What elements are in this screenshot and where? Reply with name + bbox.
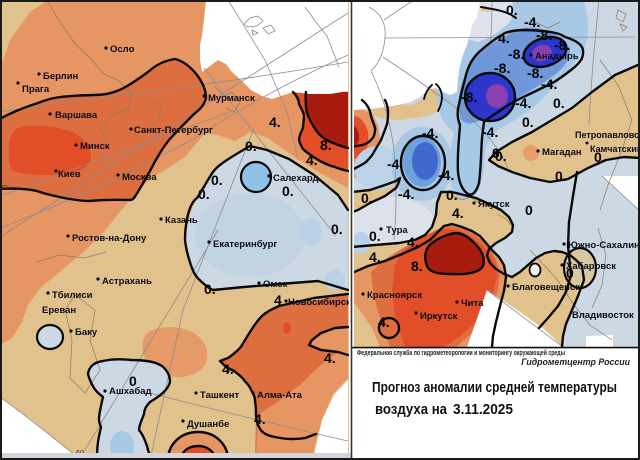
svg-text:0.: 0.: [361, 190, 373, 206]
svg-text:-4.: -4.: [524, 14, 540, 30]
svg-text:Иркутск: Иркутск: [420, 311, 458, 322]
svg-text:4.: 4.: [222, 361, 234, 377]
svg-text:0.: 0.: [198, 186, 210, 202]
svg-text:Санкт-Петербург: Санкт-Петербург: [134, 125, 213, 136]
svg-text:-8.: -8.: [527, 65, 543, 81]
svg-text:0.: 0.: [446, 187, 458, 203]
svg-text:4.: 4.: [306, 152, 318, 168]
svg-text:-4.: -4.: [398, 186, 414, 202]
svg-text:Ереван: Ереван: [42, 305, 76, 316]
svg-text:Магадан: Магадан: [542, 147, 582, 158]
svg-text:Берлин: Берлин: [43, 71, 79, 82]
svg-text:0.: 0.: [594, 149, 606, 165]
svg-text:Гидрометцентр России: Гидрометцентр России: [521, 357, 630, 367]
svg-text:Чита: Чита: [461, 298, 484, 309]
svg-text:0.: 0.: [492, 145, 504, 161]
svg-text:-4.: -4.: [541, 76, 557, 92]
svg-text:4.: 4.: [498, 30, 510, 46]
svg-text:-4.: -4.: [422, 125, 438, 141]
svg-text:-8.: -8.: [508, 46, 524, 62]
svg-text:3.11.2025: 3.11.2025: [453, 401, 513, 418]
svg-text:Киев: Киев: [58, 169, 81, 180]
svg-text:Анадырь: Анадырь: [535, 51, 579, 62]
svg-text:Благовещенск: Благовещенск: [512, 282, 580, 293]
svg-text:Ростов-на-Дону: Ростов-на-Дону: [72, 233, 147, 244]
svg-text:-4.: -4.: [438, 167, 454, 183]
svg-text:Тбилиси: Тбилиси: [52, 290, 93, 301]
svg-text:Омск: Омск: [263, 279, 288, 290]
svg-text:30: 30: [0, 185, 8, 192]
svg-text:0: 0: [566, 265, 574, 281]
svg-text:0.: 0.: [282, 183, 294, 199]
svg-text:4.: 4.: [324, 350, 336, 366]
svg-text:8.: 8.: [411, 258, 423, 274]
svg-text:0.: 0.: [369, 228, 381, 244]
svg-text:4.: 4.: [254, 411, 266, 427]
svg-text:60: 60: [76, 450, 84, 457]
svg-text:0.: 0.: [211, 172, 223, 188]
svg-text:Алма-Ата: Алма-Ата: [257, 390, 303, 401]
svg-text:0.: 0.: [204, 281, 216, 297]
svg-text:Екатеринбург: Екатеринбург: [213, 239, 277, 250]
svg-text:0.: 0.: [506, 2, 518, 18]
svg-text:-4.: -4.: [387, 156, 403, 172]
svg-text:Казань: Казань: [165, 215, 198, 226]
svg-text:4.: 4.: [369, 249, 381, 265]
svg-text:Астрахань: Астрахань: [102, 276, 152, 287]
svg-text:Якутск: Якутск: [478, 199, 510, 210]
svg-text:-8.: -8.: [536, 27, 552, 43]
svg-text:0.: 0.: [555, 168, 567, 184]
svg-text:0.: 0.: [331, 221, 343, 237]
svg-text:воздуха на: воздуха на: [375, 401, 448, 418]
svg-text:0.: 0.: [553, 95, 565, 111]
svg-text:Федеральная служба по гидромет: Федеральная служба по гидрометеорологии …: [357, 348, 565, 357]
svg-text:Баку: Баку: [75, 327, 98, 338]
svg-text:Душанбе: Душанбе: [187, 419, 229, 430]
svg-text:Варшава: Варшава: [55, 110, 98, 121]
svg-text:Салехард: Салехард: [273, 173, 319, 184]
svg-text:0.: 0.: [245, 138, 257, 154]
svg-text:4.: 4.: [269, 114, 281, 130]
svg-text:4.: 4.: [407, 234, 419, 250]
svg-text:Тура: Тура: [386, 225, 408, 236]
svg-text:0.: 0.: [522, 114, 534, 130]
svg-text:4.: 4.: [452, 205, 464, 221]
svg-text:Южно-Сахалинск: Южно-Сахалинск: [568, 240, 640, 251]
svg-text:Минск: Минск: [80, 141, 110, 152]
svg-text:-4.: -4.: [482, 124, 498, 140]
svg-text:Прогноз аномалии средней темпе: Прогноз аномалии средней температуры: [372, 379, 617, 396]
svg-text:Мурманск: Мурманск: [208, 93, 255, 104]
svg-text:Камчатский: Камчатский: [590, 144, 640, 154]
svg-text:Ашхабад: Ашхабад: [109, 386, 152, 397]
svg-text:-8.: -8.: [494, 60, 510, 76]
svg-text:0: 0: [129, 373, 137, 389]
svg-text:Хабаровск: Хабаровск: [566, 261, 616, 272]
svg-text:Ташкент: Ташкент: [200, 390, 240, 401]
svg-text:Осло: Осло: [110, 44, 135, 55]
svg-text:-8.: -8.: [554, 37, 570, 53]
svg-text:Красноярск: Красноярск: [367, 290, 422, 301]
svg-text:Петропавловск: Петропавловск: [575, 130, 640, 140]
svg-text:-8.: -8.: [461, 89, 477, 105]
svg-text:-4.: -4.: [515, 95, 531, 111]
svg-text:4.: 4.: [378, 314, 390, 330]
svg-text:0.: 0.: [495, 148, 507, 164]
svg-text:Новосибирск: Новосибирск: [288, 297, 351, 308]
svg-text:Прага: Прага: [22, 84, 50, 95]
svg-text:4: 4: [274, 292, 282, 308]
svg-text:Владивосток: Владивосток: [572, 310, 634, 321]
svg-text:Москва: Москва: [122, 172, 157, 183]
svg-text:8.: 8.: [320, 137, 332, 153]
svg-text:0: 0: [525, 202, 533, 218]
